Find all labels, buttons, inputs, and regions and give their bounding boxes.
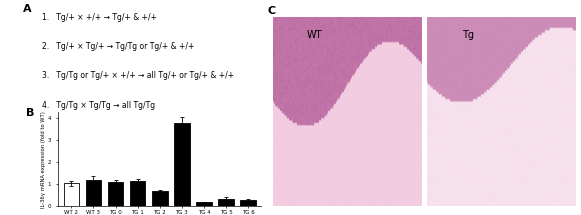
Y-axis label: IL-36γ mRNA expression (fold to WT): IL-36γ mRNA expression (fold to WT) bbox=[41, 111, 46, 207]
Bar bbox=[64, 183, 79, 206]
Text: 4.   Tg/Tg × Tg/Tg → all Tg/Tg: 4. Tg/Tg × Tg/Tg → all Tg/Tg bbox=[42, 101, 155, 110]
Text: Tg: Tg bbox=[462, 31, 475, 40]
Text: A: A bbox=[23, 4, 32, 14]
Text: 3.   Tg/Tg or Tg/+ × +/+ → all Tg/+ or Tg/+ & +/+: 3. Tg/Tg or Tg/+ × +/+ → all Tg/+ or Tg/… bbox=[42, 71, 234, 80]
Bar bbox=[152, 191, 167, 206]
Bar bbox=[86, 180, 101, 206]
Text: B: B bbox=[26, 108, 34, 118]
Text: 2.   Tg/+ × Tg/+ → Tg/Tg or Tg/+ & +/+: 2. Tg/+ × Tg/+ → Tg/Tg or Tg/+ & +/+ bbox=[42, 43, 194, 51]
Bar bbox=[174, 123, 189, 206]
Bar bbox=[108, 182, 123, 206]
Bar bbox=[130, 181, 145, 206]
Bar bbox=[218, 199, 234, 206]
Bar bbox=[241, 200, 256, 206]
Text: 1.   Tg/+ × +/+ → Tg/+ & +/+: 1. Tg/+ × +/+ → Tg/+ & +/+ bbox=[42, 12, 157, 22]
Bar bbox=[196, 203, 211, 206]
Text: WT: WT bbox=[307, 31, 322, 40]
Text: C: C bbox=[267, 6, 275, 17]
